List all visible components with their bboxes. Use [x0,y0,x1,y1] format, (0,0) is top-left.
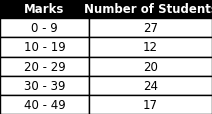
Text: Marks: Marks [24,3,65,16]
Bar [0,57,89,76]
Text: 30 - 39: 30 - 39 [24,79,65,92]
Bar [0,76,89,95]
Bar [89,76,212,95]
Text: 20: 20 [143,60,158,73]
Bar [0,0,89,19]
Text: Number of Students: Number of Students [84,3,212,16]
Text: 12: 12 [143,41,158,54]
Text: 27: 27 [143,22,158,35]
Bar [89,38,212,57]
Text: 17: 17 [143,98,158,111]
Bar [0,95,89,114]
Bar [0,38,89,57]
Text: 24: 24 [143,79,158,92]
Text: 20 - 29: 20 - 29 [24,60,65,73]
Text: 10 - 19: 10 - 19 [24,41,65,54]
Text: 0 - 9: 0 - 9 [31,22,58,35]
Bar [0,19,89,38]
Bar [89,95,212,114]
Bar [89,19,212,38]
Bar [89,57,212,76]
Text: 40 - 49: 40 - 49 [24,98,65,111]
Bar [89,0,212,19]
